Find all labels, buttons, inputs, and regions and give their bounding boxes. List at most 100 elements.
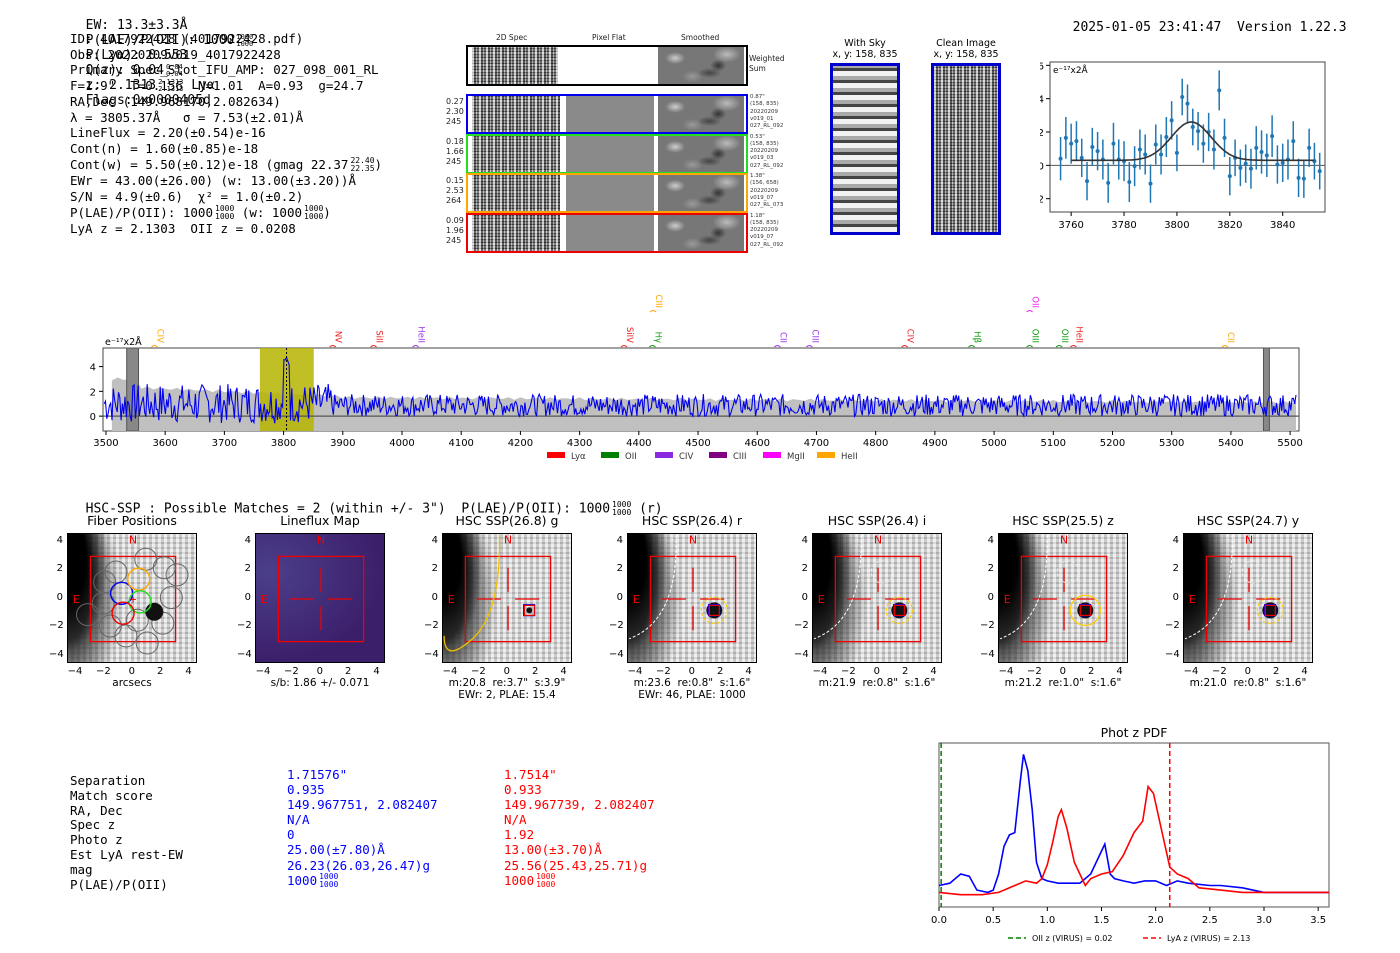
match-red-values: 1.7514" 0.933 149.967739, 2.082407 N/A 1.92 1… (504, 767, 655, 889)
fiber-info-line: v019_07 (750, 194, 774, 201)
fiber-info-line: 20220209 (750, 187, 778, 194)
x-tick-label: 3700 (212, 438, 237, 449)
cutout-overlay: NE (1184, 534, 1293, 643)
data-point (1159, 134, 1164, 175)
legend-swatch (601, 452, 619, 458)
panel-caption: EWr: 2, PLAE: 15.4 (458, 689, 556, 701)
x-tick-label: −2 (284, 666, 299, 677)
fiber-stat: 264 (446, 196, 462, 205)
x-tick-label: 3500 (93, 438, 118, 449)
x-tick-label: 1.5 (1094, 915, 1110, 926)
x-tick-label: −4 (1183, 666, 1199, 677)
y-tick-label: −4 (237, 648, 252, 660)
emission-line-tick (774, 345, 781, 348)
y-tick-label: −4 (49, 648, 64, 660)
fiber-info-line: (158, 835) (750, 140, 779, 147)
fiber-info-line: 027_RL_092 (750, 123, 784, 130)
fiber-circle (125, 608, 149, 632)
fiber-circle (135, 631, 159, 655)
emission-line-label: CII (1225, 332, 1235, 343)
compass-east: E (1004, 593, 1011, 606)
y-tick-label: −4 (609, 648, 624, 660)
header-plae: P(LAE)/P(OII): 1000 1000 1000 (85, 32, 254, 48)
data-point (1317, 152, 1322, 190)
clean-image-label: Clean Image x, y: 158, 835 (933, 38, 999, 60)
version: Version 1.22.3 (1237, 20, 1347, 35)
plot-frame (938, 742, 1330, 908)
match-blue-value: 0 (287, 827, 295, 843)
fiber-stat: 245 (446, 117, 462, 126)
source-blob (706, 602, 723, 619)
y-tick-label: −2 (237, 620, 252, 632)
data-point (1079, 138, 1084, 177)
data-point (1291, 121, 1296, 162)
match-red-value: 13.00(±3.70)Å (504, 842, 602, 858)
emission-line-tick (968, 345, 975, 348)
panel-caption: arcsecs (112, 677, 152, 689)
emission-line-tick (329, 345, 337, 348)
data-point (1106, 162, 1111, 203)
y-tick-label: 2 (801, 563, 808, 575)
match-red-value: 1.92 (504, 827, 535, 843)
emission-line-label: CII (777, 332, 787, 343)
match-blue-value: 26.23(26.03,26.47)g (287, 857, 430, 873)
data-point (1270, 115, 1275, 157)
y-tick-label: 0 (56, 591, 63, 603)
y-tick-label: 4 (244, 535, 251, 546)
galaxy-ellipse (443, 535, 501, 652)
emission-line-label: Hβ (972, 331, 982, 343)
y-tick-label: 0 (90, 412, 96, 423)
data-point (1217, 70, 1222, 111)
y-tick-label: 0 (431, 591, 438, 603)
legend-label: OII (625, 452, 637, 462)
data-point (1248, 148, 1253, 189)
match-blue-values: 1.71576" 0.935 149.967751, 2.082407 N/A 0 25.… (287, 767, 438, 889)
y-tick-label: 0 (801, 591, 808, 603)
header-plya: P(Lyα): 0.553 (85, 48, 188, 63)
match-blue-value: 25.00(±7.80)Å (287, 842, 385, 858)
x-tick-label: 3800 (1164, 220, 1189, 231)
info-line: Primary Spec_Slot_IFU_AMP: 027_098_001_R… (70, 62, 379, 78)
cutout-image-fiber: + N E (67, 533, 197, 663)
fiber-pixelflat (566, 214, 654, 251)
data-point (1164, 117, 1169, 157)
compass-east: E (818, 593, 825, 606)
fiber-row (466, 133, 748, 174)
fiber-stats: 0.15 2.53 264 (446, 176, 464, 206)
data-point (1180, 78, 1185, 116)
fiber-info-line: 20220209 (750, 148, 778, 155)
emission-line-label: OIII (1030, 329, 1040, 343)
legend-swatch (763, 452, 781, 458)
y-tick-label: 2 (431, 563, 438, 575)
clean-image (931, 63, 1001, 235)
emission-line-label: Hγ (652, 332, 662, 343)
info-line: λ = 3805.37Å σ = 7.53(±2.01)Å (70, 109, 304, 125)
x-tick-label: 4000 (389, 438, 414, 449)
header-ew: EW: 13.3±3.3Å (85, 18, 188, 33)
y-tick-label: −2 (424, 620, 439, 632)
fiber-stat: 0.09 (446, 215, 464, 225)
neighbor-ellipse (1056, 560, 1080, 584)
compass-north: N (689, 534, 697, 547)
info-line: RA,Dec (149.968170,2.082634) (70, 93, 281, 109)
photz-pdf-chart: Phot z PDF 0.0 0.5 1.0 1.5 2.0 2.5 3.0 3.5 OII z … (931, 725, 1330, 943)
fiber-stat: 2.53 (446, 186, 464, 195)
emission-line-label: CIV (155, 329, 165, 343)
weighted-sum-label: Weighted Sum (749, 54, 785, 73)
with-sky-image (830, 63, 900, 235)
col-header-2dspec: 2D Spec (496, 33, 528, 42)
x-tick-label: −2 (1212, 666, 1227, 677)
x-tick-label: 5500 (1277, 438, 1302, 449)
x-tick-label: 4700 (804, 438, 829, 449)
neighbor-ellipse (870, 560, 894, 584)
x-tick-label: 0 (316, 666, 323, 677)
emission-line-tick (649, 310, 657, 313)
match-field-label: Est LyA rest-EW (70, 846, 183, 862)
x-tick-label: 3820 (1217, 220, 1242, 231)
y-tick-label: −4 (980, 648, 995, 660)
match-marker-red (708, 604, 720, 616)
timestamp: 2025-01-05 23:41:47 (1072, 20, 1222, 35)
emission-line-label: OII (1030, 296, 1040, 308)
unit-label: e⁻¹⁷x2Å (105, 336, 142, 348)
